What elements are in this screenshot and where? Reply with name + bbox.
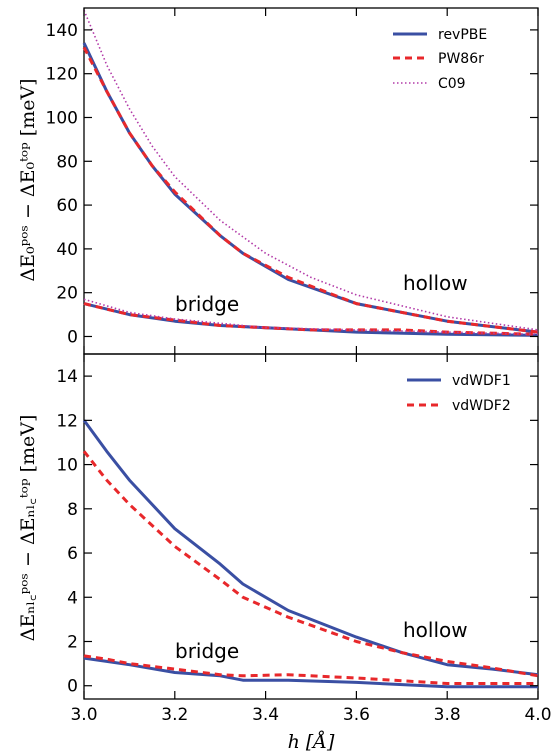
x-tick-label: 4.0 [524, 705, 551, 725]
bottom-series-vdwdf2-hollow [82, 450, 539, 678]
top-y-tick-label: 140 [46, 21, 78, 41]
bottom-y-tick-label: 12 [56, 411, 78, 431]
bottom-y-tick-label: 0 [67, 677, 78, 697]
legend-label-revpbe: revPBE [438, 27, 487, 43]
bottom-y-tick-label: 10 [56, 456, 78, 476]
top-y-tick-label: 60 [56, 196, 78, 216]
bottom-y-tick-label: 2 [67, 633, 78, 653]
bottom-series-group [82, 419, 539, 689]
bottom-y-axis-label: ΔEₙₗ꜀ᵖᵒˢ − ΔEₙₗ꜀ᵗᵒᵖ [meV] [17, 415, 39, 642]
top-y-tick-label: 20 [56, 284, 78, 304]
bottom-legend: vdWDF1 vdWDF2 [407, 373, 511, 414]
bottom-panel: 0 2 4 6 8 10 12 14 3.0 3.2 3.4 3.6 3.8 4.0 hollow br… [17, 353, 552, 753]
top-series-pw86r-hollow [82, 46, 539, 334]
legend-label-vdwdf2: vdWDF2 [452, 398, 511, 414]
top-y-tick-label: 100 [46, 108, 78, 128]
top-annotation-hollow: hollow [403, 271, 468, 295]
top-series-pw86r-bridge [83, 302, 539, 336]
top-series-revpbe-hollow [82, 42, 539, 334]
top-panel: 0 20 40 60 80 100 120 140 hollow bridge revPBE … [17, 7, 539, 355]
top-series-group [82, 9, 539, 337]
bottom-y-tick-label: 8 [67, 500, 78, 520]
top-y-axis-label: ΔE₀ᵖᵒˢ − ΔE₀ᵗᵒᵖ [meV] [17, 78, 39, 281]
top-annotation-bridge: bridge [175, 292, 239, 316]
top-legend: revPBE PW86r C09 [393, 27, 487, 92]
top-series-c09-bridge [83, 298, 539, 336]
legend-label-c09: C09 [438, 76, 466, 92]
x-tick-label: 3.8 [434, 705, 461, 725]
x-tick-label: 3.2 [161, 705, 188, 725]
bottom-series-vdwdf2-bridge [83, 654, 538, 685]
bottom-plot-frame [83, 353, 539, 700]
top-y-tick-label: 0 [67, 327, 78, 347]
bottom-y-tick-label: 14 [56, 367, 78, 387]
bottom-annotation-hollow: hollow [403, 618, 468, 642]
x-tick-label: 3.4 [252, 705, 279, 725]
top-y-tick-label: 120 [46, 65, 78, 85]
top-x-ticks [83, 8, 539, 354]
top-y-tick-label: 40 [56, 240, 78, 260]
legend-label-vdwdf1: vdWDF1 [452, 373, 511, 389]
x-axis-label: h [Å] [288, 731, 335, 753]
top-y-tick-label: 80 [56, 152, 78, 172]
x-tick-label: 3.0 [70, 705, 97, 725]
top-series-c09-hollow [83, 9, 539, 331]
bottom-y-ticks: 0 2 4 6 8 10 12 14 [56, 367, 538, 697]
top-y-ticks: 0 20 40 60 80 100 120 140 [46, 21, 538, 347]
legend-label-pw86r: PW86r [438, 51, 484, 67]
bottom-annotation-bridge: bridge [175, 639, 239, 663]
bottom-series-vdwdf1-bridge [83, 656, 538, 689]
bottom-y-tick-label: 6 [67, 544, 78, 564]
bottom-series-vdwdf1-hollow [82, 419, 539, 677]
bottom-y-tick-label: 4 [67, 588, 78, 608]
bottom-x-ticks: 3.0 3.2 3.4 3.6 3.8 4.0 [70, 354, 552, 725]
x-tick-label: 3.6 [343, 705, 370, 725]
